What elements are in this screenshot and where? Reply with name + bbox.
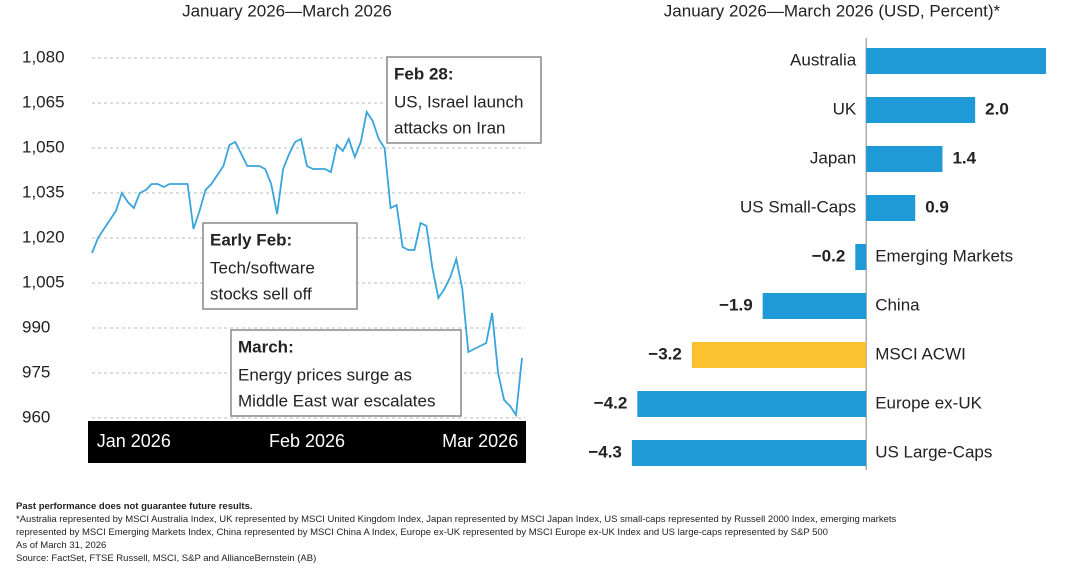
y-tick-label: 1,035: [22, 182, 65, 201]
bar: [866, 97, 976, 123]
note: Source: FactSet, FTSE Russell, MSCI, S&P…: [16, 553, 317, 564]
chart-title: January 2026—March 2026: [182, 1, 392, 20]
y-tick-label: 1,065: [22, 92, 65, 111]
category-label: US Small-Caps: [740, 197, 856, 216]
disclaimer: Past performance does not guarantee futu…: [16, 501, 253, 512]
annotation-title: Early Feb:: [210, 230, 292, 249]
category-label: Europe ex-UK: [875, 393, 982, 412]
category-label: MSCI ACWI: [875, 344, 966, 363]
value-label: 2.0: [985, 99, 1009, 118]
line-series: [91, 109, 523, 418]
bar: [762, 293, 867, 319]
x-tick-label: Feb 2026: [269, 431, 345, 451]
value-label: −4.2: [594, 393, 628, 412]
bar: [866, 146, 943, 172]
value-label: −4.3: [588, 442, 622, 461]
category-label: Australia: [790, 50, 857, 69]
bar: [866, 48, 1046, 74]
category-label: US Large-Caps: [875, 442, 992, 461]
value-label: −1.9: [719, 295, 753, 314]
annotation-title: Feb 28:: [394, 64, 454, 83]
note: As of March 31, 2026: [16, 540, 107, 551]
annotation-box: [386, 56, 542, 144]
y-tick-label: 960: [22, 407, 50, 426]
annotation-text: stocks sell off: [210, 284, 312, 303]
charts: January 2026—March 2026 January 2026—Mar…: [22, 1, 1046, 470]
note: represented by MSCI Emerging Markets Ind…: [16, 527, 828, 538]
category-label: UK: [833, 99, 857, 118]
note: *Australia represented by MSCI Australia…: [16, 514, 897, 525]
value-label: −0.2: [812, 246, 846, 265]
category-label: China: [875, 295, 920, 314]
bar: [631, 440, 867, 466]
x-axis-band: [88, 421, 526, 463]
annotation-box: [202, 222, 358, 310]
y-tick-label: 990: [22, 317, 50, 336]
category-label: Japan: [810, 148, 856, 167]
bar: [637, 391, 867, 417]
y-tick-label: 1,050: [22, 137, 65, 156]
bar: [691, 342, 867, 368]
notes: Past performance does not guarantee futu…: [16, 500, 1076, 565]
annotation-text: attacks on Iran: [394, 118, 506, 137]
annotation-text: US, Israel launch: [394, 92, 523, 111]
x-tick-label: Jan 2026: [97, 431, 171, 451]
category-label: Emerging Markets: [875, 246, 1013, 265]
value-label: 1.4: [952, 148, 976, 167]
y-tick-label: 975: [22, 362, 50, 381]
annotation-text: Tech/software: [210, 258, 315, 277]
annotation-text: Energy prices surge as: [238, 365, 412, 384]
bar: [866, 195, 916, 221]
y-tick-label: 1,080: [22, 47, 65, 66]
x-tick-label: Mar 2026: [442, 431, 518, 451]
value-label: 0.9: [925, 197, 949, 216]
y-tick-label: 1,020: [22, 227, 65, 246]
annotation-text: Middle East war escalates: [238, 391, 435, 410]
annotation-box: [230, 329, 462, 417]
y-tick-label: 1,005: [22, 272, 65, 291]
annotation-title: March:: [238, 337, 294, 356]
bar: [855, 244, 867, 270]
value-label: −3.2: [648, 344, 682, 363]
chart-title: January 2026—March 2026 (USD, Percent)*: [664, 1, 1001, 20]
